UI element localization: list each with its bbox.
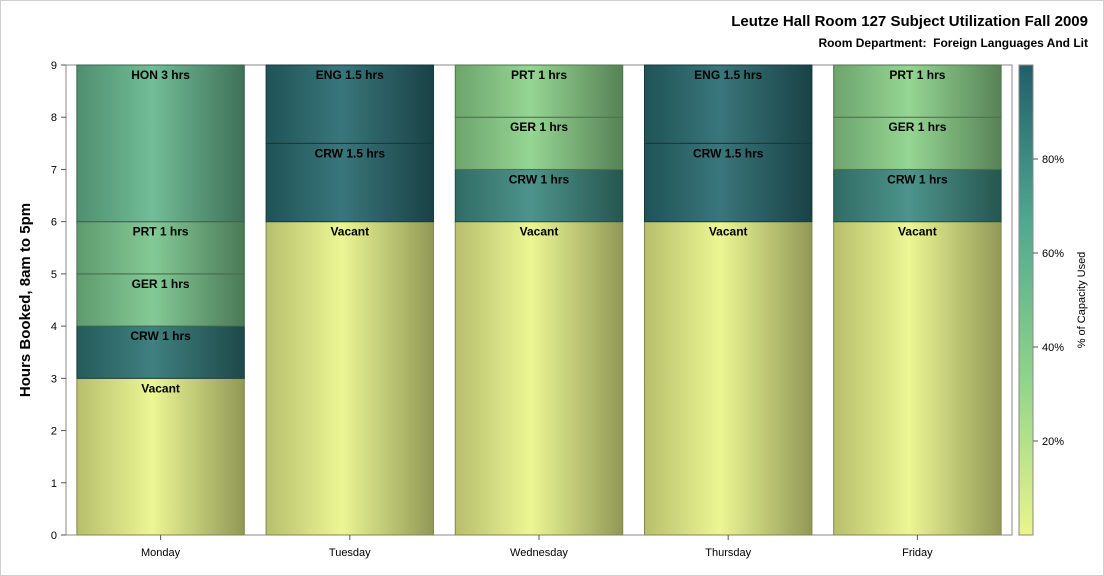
bar-segment (643, 221, 813, 536)
bar-segment (833, 64, 1002, 118)
segment-label: ENG 1.5 hrs (694, 68, 762, 82)
segment-label: PRT 1 hrs (889, 68, 945, 82)
y-tick-label: 7 (51, 164, 57, 176)
y-tick-label: 0 (51, 530, 57, 542)
x-tick-label: Monday (141, 547, 181, 559)
bar-segment (265, 64, 435, 144)
bar-segment (76, 64, 245, 223)
segment-label: Vacant (141, 381, 180, 395)
colorbar-tick-label: 40% (1042, 342, 1064, 354)
bar-segment (454, 64, 624, 118)
segment-label: PRT 1 hrs (511, 68, 567, 82)
bar-segment (76, 273, 245, 327)
bar-segment (265, 142, 435, 223)
chart-title: Leutze Hall Room 127 Subject Utilization… (731, 13, 1088, 30)
segment-label: CRW 1 hrs (130, 329, 191, 343)
segment-label: PRT 1 hrs (133, 225, 189, 239)
colorbar-tick-label: 20% (1042, 436, 1064, 448)
segment-label: Vacant (898, 225, 937, 239)
bar-segment (265, 221, 435, 536)
bar-segment (76, 325, 245, 379)
y-tick-label: 3 (51, 373, 57, 385)
y-tick-label: 4 (51, 321, 57, 333)
bar-segment (643, 64, 813, 144)
x-tick-label: Tuesday (329, 547, 371, 559)
plot-area: 0 1 2 3 4 5 6 7 8 9 Vacant CRW 1 hrs GER 1 hrs PRT 1 … (51, 60, 1013, 559)
segment-label: Vacant (520, 225, 559, 239)
segment-label: CRW 1.5 hrs (315, 146, 386, 160)
segment-label: CRW 1.5 hrs (693, 146, 764, 160)
segment-label: GER 1 hrs (888, 120, 946, 134)
bar-segment (454, 116, 624, 170)
segment-label: HON 3 hrs (131, 68, 190, 82)
colorbar-legend: 20% 40% 60% 80% (1018, 64, 1064, 536)
y-tick-label: 9 (51, 60, 57, 72)
colorbar-tick-label: 80% (1042, 154, 1064, 166)
segment-label: CRW 1 hrs (509, 172, 570, 186)
bar-segment (833, 168, 1002, 223)
segment-label: CRW 1 hrs (887, 172, 948, 186)
bar-segment (76, 377, 245, 536)
colorbar-label: % of Capacity Used (1076, 252, 1088, 349)
y-tick-label: 6 (51, 217, 57, 229)
y-tick-label: 8 (51, 112, 57, 124)
bar-segment (454, 168, 624, 223)
bar-segment (833, 221, 1002, 536)
bar-segment (643, 142, 813, 223)
segment-label: Vacant (709, 225, 748, 239)
y-tick-label: 2 (51, 426, 57, 438)
segment-label: GER 1 hrs (510, 120, 568, 134)
segment-label: Vacant (330, 225, 369, 239)
colorbar (1018, 64, 1034, 536)
bar-segment (76, 221, 245, 275)
x-tick-label: Wednesday (510, 547, 568, 559)
bar-segment (454, 221, 624, 536)
segment-label: GER 1 hrs (132, 277, 190, 291)
y-tick-label: 5 (51, 269, 57, 281)
y-tick-label: 1 (51, 478, 57, 490)
segment-label: ENG 1.5 hrs (316, 68, 384, 82)
colorbar-tick-label: 60% (1042, 248, 1064, 260)
y-axis-label: Hours Booked, 8am to 5pm (17, 203, 34, 397)
x-tick-label: Friday (902, 547, 933, 559)
bar-segment (833, 116, 1002, 170)
chart-subtitle: Room Department: Foreign Languages And L… (818, 36, 1088, 50)
x-tick-label: Thursday (705, 547, 751, 559)
